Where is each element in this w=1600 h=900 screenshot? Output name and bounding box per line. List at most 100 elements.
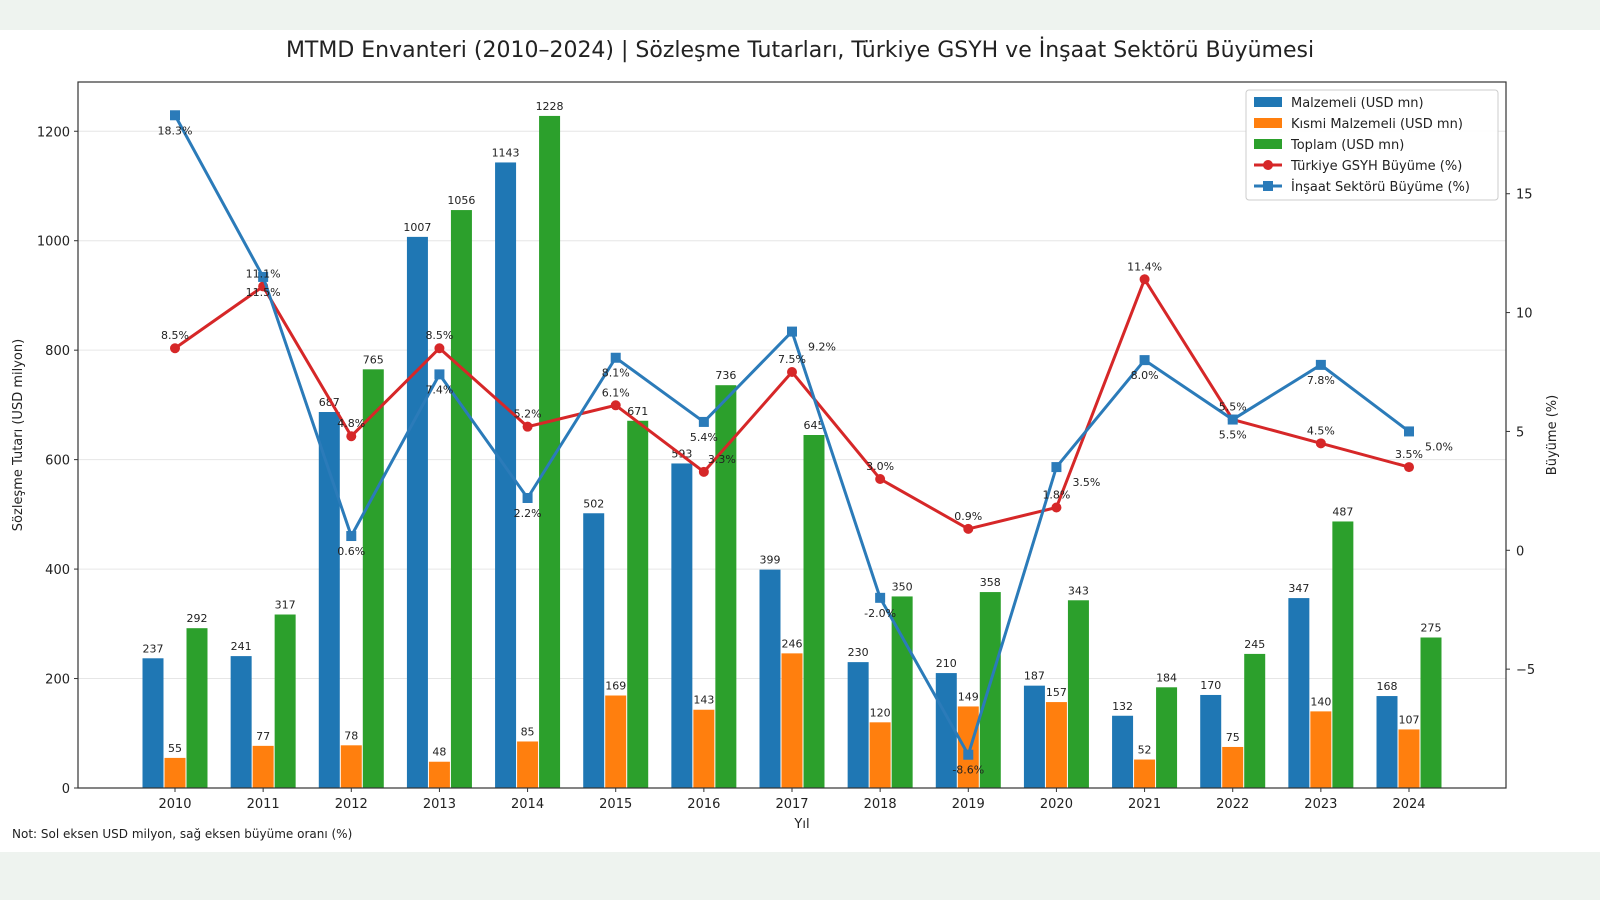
bar-label: 85 (521, 725, 535, 738)
line-point (787, 326, 797, 337)
line-point (170, 110, 180, 121)
line-point (1404, 462, 1414, 473)
line-point (1227, 414, 1238, 425)
line-point (1315, 359, 1326, 370)
x-tick-label: 2011 (247, 797, 280, 812)
point-label: -2.0% (864, 607, 896, 620)
bar-label: 347 (1288, 582, 1309, 595)
bar-label: 78 (344, 729, 358, 742)
point-label: 8.1% (602, 367, 630, 380)
bar-label: 132 (1112, 700, 1133, 713)
bar-label: 358 (980, 576, 1001, 589)
line-point (434, 343, 445, 354)
bar-label: 143 (693, 694, 714, 707)
bar-1 (1045, 702, 1067, 788)
bar-label: 241 (231, 640, 252, 653)
bar-2 (627, 420, 649, 788)
point-label: 2.2% (514, 507, 542, 520)
bar-label: 77 (256, 730, 270, 743)
x-tick-label: 2014 (511, 797, 544, 812)
y-tick-label: 1000 (37, 235, 70, 250)
line-point (522, 421, 533, 432)
legend-label: Türkiye GSYH Büyüme (%) (1290, 159, 1462, 174)
bar-0 (406, 236, 428, 788)
bar-2 (1067, 600, 1089, 788)
bar-0 (583, 513, 605, 788)
point-label: 8.0% (1131, 369, 1159, 382)
bar-label: 157 (1046, 686, 1067, 699)
bar-label: 149 (958, 690, 979, 703)
x-tick-label: 2019 (952, 797, 985, 812)
point-label: 6.1% (602, 386, 630, 399)
y2-tick-label: 5 (1516, 425, 1524, 440)
legend-swatch (1254, 118, 1282, 128)
bar-1 (1398, 729, 1420, 788)
bar-label: 48 (432, 746, 446, 759)
line-point (258, 271, 269, 282)
line-point (1404, 426, 1414, 437)
bar-1 (693, 709, 715, 788)
bar-2 (539, 115, 561, 789)
bar-0 (1023, 685, 1045, 788)
y2-tick-label: 10 (1516, 307, 1533, 322)
point-label: 7.4% (425, 383, 453, 396)
y2-tick-label: 15 (1516, 188, 1533, 203)
x-tick-label: 2012 (335, 797, 368, 812)
bar-2 (186, 628, 208, 788)
y-tick-label: 1200 (37, 125, 70, 140)
legend-label: Kısmi Malzemeli (USD mn) (1291, 117, 1463, 132)
line-point (875, 473, 886, 484)
bar-label: 645 (804, 419, 825, 432)
bar-label: 671 (627, 405, 648, 418)
bar-label: 736 (715, 369, 736, 382)
legend-marker (1263, 181, 1273, 191)
bar-label: 246 (782, 637, 803, 650)
line-point (1051, 462, 1062, 473)
bar-1 (869, 722, 891, 788)
bar-0 (1288, 598, 1310, 788)
point-label: 4.8% (337, 417, 365, 430)
chart-title: MTMD Envanteri (2010–2024) | Sözleşme Tu… (285, 38, 1315, 63)
bar-label: 75 (1226, 731, 1240, 744)
bar-1 (1134, 759, 1156, 788)
bar-0 (935, 673, 957, 788)
line-point (1315, 438, 1326, 449)
x-tick-label: 2013 (423, 797, 456, 812)
point-label: 7.8% (1307, 374, 1335, 387)
bar-2 (1156, 687, 1178, 788)
x-axis-label: Yıl (793, 817, 809, 832)
bar-label: 55 (168, 742, 182, 755)
line-point (522, 492, 533, 503)
x-tick-label: 2020 (1040, 797, 1073, 812)
bar-2 (1332, 521, 1354, 788)
point-label: 0.9% (954, 510, 982, 523)
point-label: 5.5% (1219, 401, 1247, 414)
bar-label: 170 (1200, 679, 1221, 692)
point-label: 8.5% (161, 329, 189, 342)
legend-label: Malzemeli (USD mn) (1291, 96, 1424, 111)
line-point (698, 466, 709, 477)
bar-label: 187 (1024, 670, 1045, 683)
point-label: 3.5% (1072, 476, 1100, 489)
x-tick-label: 2021 (1128, 797, 1161, 812)
bar-label: 107 (1399, 713, 1420, 726)
legend-swatch (1254, 139, 1282, 149)
point-label: 11.1% (246, 267, 281, 280)
bar-1 (1222, 746, 1244, 788)
point-label: 5.2% (514, 408, 542, 421)
line-point (698, 416, 709, 427)
y-axis-label: Sözleşme Tutarı (USD milyon) (11, 339, 26, 531)
line-point (1051, 502, 1062, 513)
point-label: -8.6% (952, 764, 984, 777)
line-point (610, 400, 621, 411)
point-label: 3.5% (1395, 448, 1423, 461)
x-tick-label: 2016 (687, 797, 720, 812)
x-tick-label: 2015 (599, 797, 632, 812)
bar-0 (318, 412, 340, 788)
line-point (170, 343, 180, 354)
bar-2 (1244, 653, 1266, 788)
x-tick-label: 2018 (864, 797, 897, 812)
point-label: 3.3% (708, 453, 736, 466)
bar-label: 399 (760, 554, 781, 567)
bar-label: 52 (1138, 744, 1152, 757)
